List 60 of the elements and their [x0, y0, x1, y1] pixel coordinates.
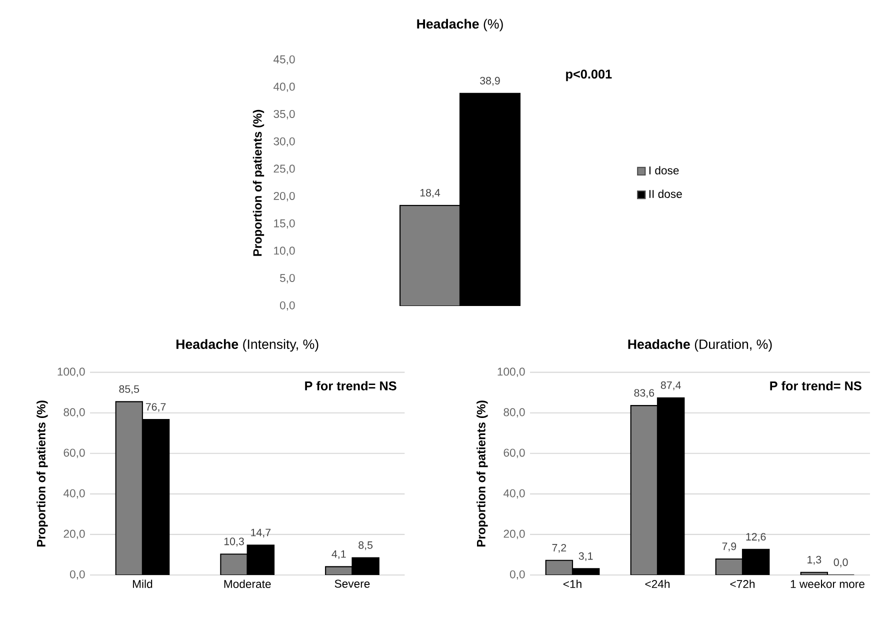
y-tick-label: 80,0	[504, 408, 525, 418]
y-tick-label: 0,0	[280, 301, 295, 311]
y-tick-label: 15,0	[274, 219, 295, 229]
data-label: 1,3	[808, 556, 822, 565]
y-tick-label: 20,0	[504, 530, 525, 540]
y-tick-label: 0,0	[70, 570, 85, 580]
data-label: 87,4	[660, 381, 681, 390]
y-tick-label: 100,0	[58, 368, 85, 377]
y-axis-title: Proportion of patients (%)	[36, 400, 48, 547]
y-axis-title: Proportion of patients (%)	[252, 110, 264, 256]
y-axis-title: Proportion of patients (%)	[476, 400, 488, 547]
y-tick-label: 35,0	[274, 110, 295, 120]
x-tick-label: 1 weekor more	[790, 580, 864, 588]
y-tick-label: 30,0	[274, 137, 295, 147]
y-tick-label: 45,0	[273, 55, 295, 65]
y-tick-label: 60,0	[504, 448, 525, 458]
bar	[220, 554, 248, 575]
y-tick-label: 25,0	[274, 164, 295, 174]
x-tick-label: <1h	[563, 580, 582, 588]
annotation: P for trend= NS	[305, 381, 396, 390]
y-tick-label: 0,0	[510, 570, 525, 580]
data-label: 85,5	[119, 385, 140, 394]
data-label: 7,2	[552, 544, 566, 553]
x-tick-label: Mild	[132, 580, 152, 588]
data-label: 10,3	[224, 538, 244, 546]
y-tick-label: 60,0	[64, 448, 85, 458]
data-label: 3,1	[578, 552, 593, 562]
bar	[630, 405, 658, 575]
text: p<0.001	[566, 70, 612, 82]
data-label: 7,9	[722, 542, 736, 552]
data-label: 83,6	[634, 389, 654, 398]
chart-title: Headache (Duration, %)	[628, 339, 772, 352]
y-tick-label: 40,0	[503, 489, 525, 499]
chart-title: Headache (%)	[417, 18, 503, 32]
y-tick-label: 40,0	[63, 489, 85, 499]
data-label: 8,5	[358, 541, 373, 550]
x-tick-label: Moderate	[224, 580, 271, 588]
y-tick-label: 20,0	[64, 530, 85, 540]
y-tick-label: 100,0	[498, 368, 525, 377]
annotation: P for trend= NS	[770, 381, 862, 390]
bar	[115, 401, 143, 575]
x-tick-label: Severe	[334, 580, 370, 588]
data-label: 76,7	[146, 403, 166, 412]
data-label: 0,0	[834, 558, 848, 568]
y-tick-label: 40,0	[273, 82, 295, 92]
data-label: 12,6	[746, 533, 766, 542]
chart-title: Headache (Intensity, %)	[176, 339, 318, 352]
data-label: 38,9	[480, 76, 500, 86]
legend-label: II dose	[649, 190, 682, 198]
y-tick-label: 10,0	[274, 246, 295, 256]
legend-label: I dose	[649, 166, 679, 174]
y-tick-label: 80,0	[64, 408, 85, 418]
data-label: 4,1	[332, 550, 346, 560]
x-tick-label: <24h	[645, 580, 670, 588]
y-tick-label: 5,0	[280, 274, 295, 284]
data-label: 18,4	[420, 188, 440, 198]
x-tick-label: <72h	[730, 580, 755, 588]
bar	[715, 558, 744, 575]
y-tick-label: 20,0	[274, 192, 295, 202]
data-label: 14,7	[251, 528, 271, 538]
